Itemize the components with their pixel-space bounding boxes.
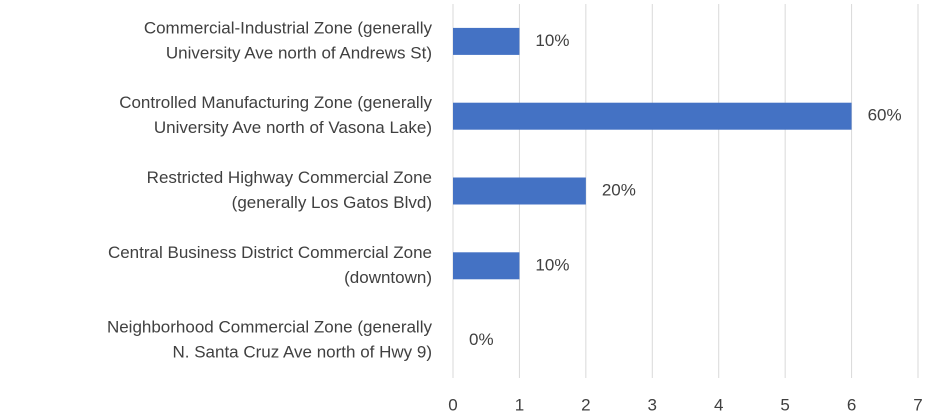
x-tick-label: 3 xyxy=(648,395,657,414)
x-tick-label: 7 xyxy=(913,395,922,414)
bar xyxy=(453,102,852,130)
data-label: 10% xyxy=(535,255,569,274)
y-tick-label: (generally Los Gatos Blvd) xyxy=(232,193,432,212)
y-tick-label: (downtown) xyxy=(344,268,432,287)
x-tick-label: 0 xyxy=(448,395,457,414)
data-label: 0% xyxy=(469,330,494,349)
y-tick-label: University Ave north of Vasona Lake) xyxy=(154,118,432,137)
data-label: 20% xyxy=(602,180,636,199)
x-tick-label: 6 xyxy=(847,395,856,414)
x-tick-label: 4 xyxy=(714,395,723,414)
bar xyxy=(453,252,520,280)
y-tick-label: Restricted Highway Commercial Zone xyxy=(147,168,432,187)
x-tick-label: 1 xyxy=(515,395,524,414)
y-tick-label: Central Business District Commercial Zon… xyxy=(108,243,432,262)
y-tick-label: N. Santa Cruz Ave north of Hwy 9) xyxy=(172,343,432,362)
y-tick-label: Commercial-Industrial Zone (generally xyxy=(144,18,433,37)
y-tick-label: Neighborhood Commercial Zone (generally xyxy=(107,318,433,337)
data-label: 60% xyxy=(868,106,902,125)
bar xyxy=(453,177,586,205)
y-tick-label: University Ave north of Andrews St) xyxy=(166,43,432,62)
y-tick-label: Controlled Manufacturing Zone (generally xyxy=(119,93,432,112)
x-tick-label: 2 xyxy=(581,395,590,414)
x-tick-label: 5 xyxy=(780,395,789,414)
data-label: 10% xyxy=(535,31,569,50)
bar xyxy=(453,27,520,55)
